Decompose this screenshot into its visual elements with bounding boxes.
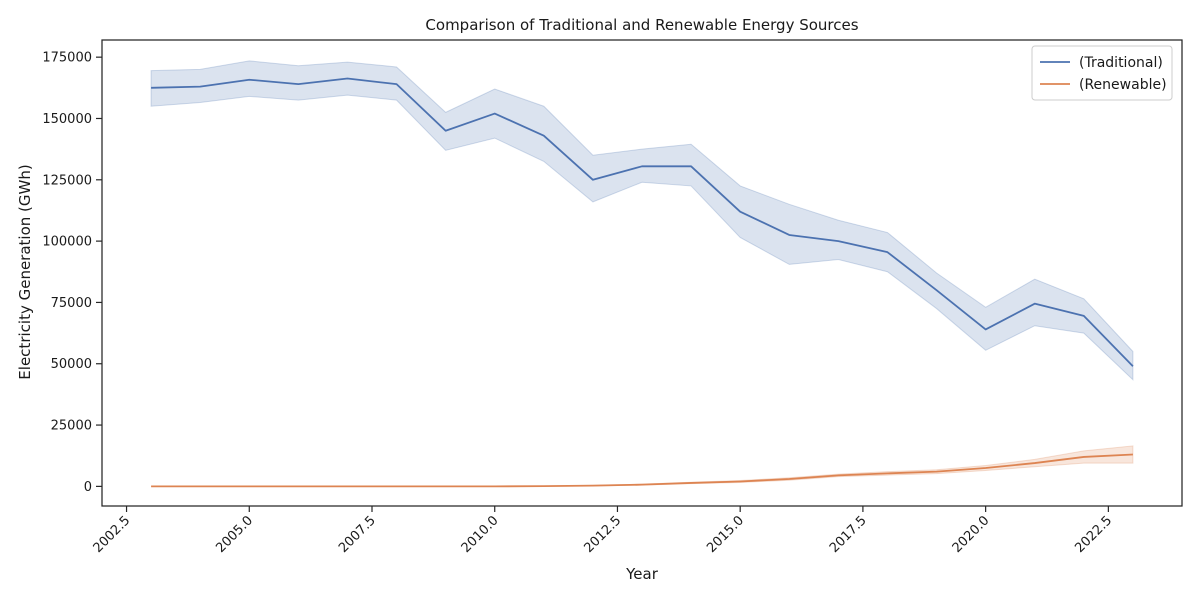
x-tick-label: 2007.5 xyxy=(336,513,379,556)
y-tick-label: 100000 xyxy=(42,235,92,250)
series-line-1 xyxy=(151,453,1133,488)
x-tick-label: 2010.0 xyxy=(459,513,502,556)
legend: (Traditional) (Renewable) xyxy=(1031,45,1173,101)
series-lines xyxy=(151,77,1134,488)
x-tick-label: 2002.5 xyxy=(91,513,134,556)
x-axis-label: Year xyxy=(625,565,659,583)
y-axis: 0 25000 50000 75000 100000 125000 150000 175000 xyxy=(42,51,102,495)
x-tick-label: 2020.0 xyxy=(950,513,993,556)
y-tick-label: 75000 xyxy=(51,296,92,311)
plot-frame xyxy=(101,39,1183,507)
chart-title: Comparison of Traditional and Renewable … xyxy=(425,16,858,34)
x-tick-label: 2017.5 xyxy=(827,513,870,556)
series-line-0 xyxy=(151,77,1134,367)
confidence-band-0 xyxy=(150,60,1134,381)
x-tick-label: 2012.5 xyxy=(582,513,625,556)
confidence-band-1 xyxy=(151,445,1134,487)
x-tick-label: 2005.0 xyxy=(213,513,256,556)
y-axis-label: Electricity Generation (GWh) xyxy=(16,164,34,379)
x-tick-label: 2015.0 xyxy=(704,513,747,556)
confidence-bands xyxy=(150,60,1134,487)
y-tick-label: 150000 xyxy=(42,112,92,127)
y-tick-label: 50000 xyxy=(51,357,92,372)
y-tick-label: 0 xyxy=(84,480,92,495)
legend-label-0: (Traditional) xyxy=(1079,55,1163,71)
legend-box xyxy=(1031,45,1173,101)
legend-label-1: (Renewable) xyxy=(1079,77,1167,93)
x-axis: 2002.5 2005.0 2007.5 2010.0 2012.5 2015.0 2017… xyxy=(91,506,1115,556)
x-tick-label: 2022.5 xyxy=(1072,513,1115,556)
y-tick-label: 25000 xyxy=(51,419,92,434)
y-tick-label: 175000 xyxy=(42,51,92,66)
y-tick-label: 125000 xyxy=(42,173,92,188)
